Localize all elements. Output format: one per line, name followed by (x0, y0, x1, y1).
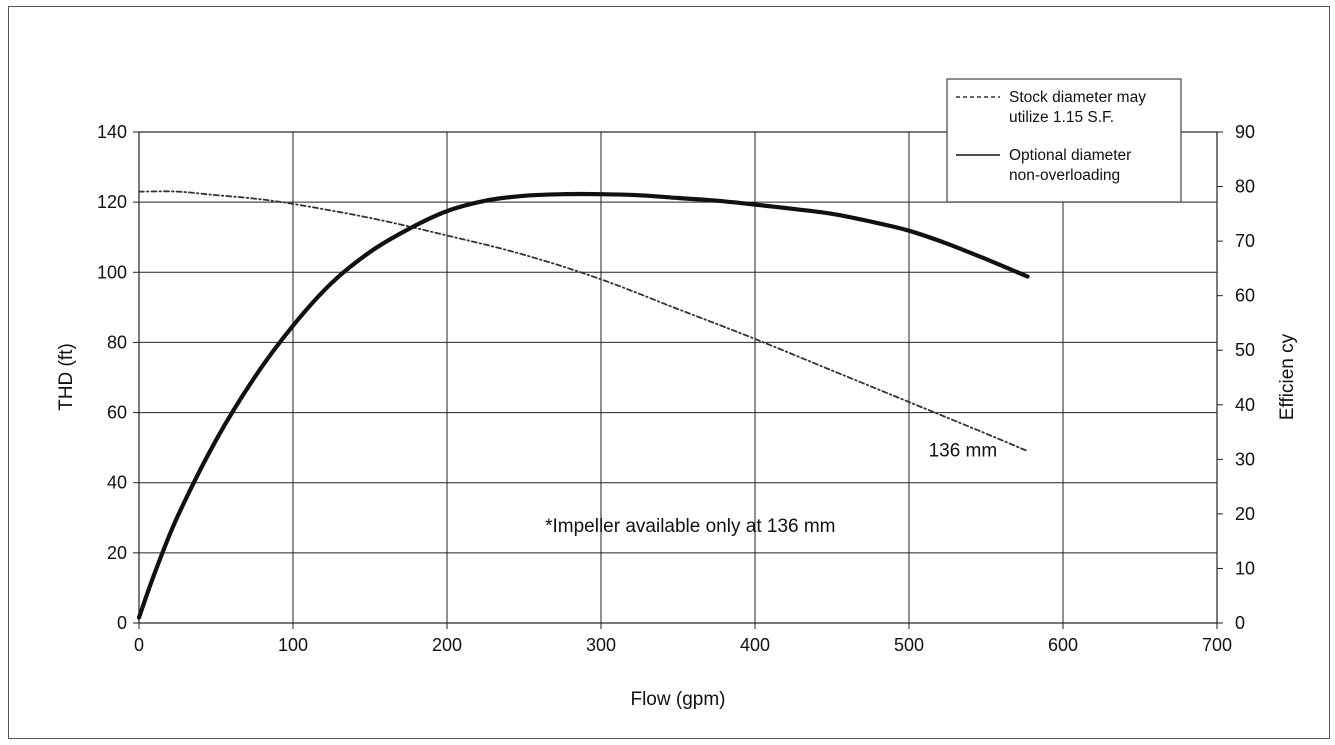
y-tick-label: 0 (117, 613, 127, 633)
y2-tick-label: 10 (1235, 558, 1255, 578)
y-tick-label: 80 (107, 332, 127, 352)
x-tick-label: 0 (134, 635, 144, 655)
y2-tick-label: 60 (1235, 286, 1255, 306)
y2-tick-label: 40 (1235, 395, 1255, 415)
series-line-optional-diameter (136, 191, 1030, 620)
y-tick-label: 60 (107, 403, 127, 423)
y-axis-label: THD (ft) (56, 343, 77, 411)
grid-lines (139, 131, 1217, 623)
series-line-stock-diameter (138, 190, 1029, 452)
plot-border (138, 131, 1218, 624)
y2-tick-label: 80 (1235, 177, 1255, 197)
y2-tick-label: 0 (1235, 613, 1245, 633)
legend-label-stock-line1: Stock diameter may (1009, 89, 1146, 106)
y2-tick-label: 20 (1235, 504, 1255, 524)
y2-tick-label: 30 (1235, 449, 1255, 469)
x-tick-label: 700 (1202, 635, 1232, 655)
annotation-diameter: 136 mm (929, 440, 998, 461)
x-tick-label: 600 (1048, 635, 1078, 655)
tick-labels: 0 100 200 300 400 500 600 700020406080100120140… (97, 122, 1255, 655)
x-axis-label: Flow (gpm) (630, 689, 725, 710)
y2-tick-label: 90 (1235, 122, 1255, 142)
y-tick-label: 100 (97, 262, 127, 282)
chart-frame (8, 6, 1330, 739)
legend-label-optional-line1: Optional diameter (1009, 147, 1131, 164)
y2-tick-label: 50 (1235, 340, 1255, 360)
legend-box (946, 78, 1182, 203)
x-tick-label: 500 (894, 635, 924, 655)
x-tick-label: 300 (586, 635, 616, 655)
series-group (136, 190, 1030, 620)
legend-label-optional-line2: non-overloading (1009, 167, 1120, 184)
legend-label-stock-line2: utilize 1.15 S.F. (1009, 109, 1114, 126)
annotation-impeller-note: *Impeller available only at 136 mm (545, 516, 835, 537)
y2-axis-label: Efficien cy (1277, 333, 1298, 420)
plot-area-border (138, 131, 1218, 624)
x-tick-label: 400 (740, 635, 770, 655)
y-tick-label: 20 (107, 543, 127, 563)
y-tick-label: 120 (97, 192, 127, 212)
y-tick-label: 140 (97, 122, 127, 142)
x-tick-label: 200 (432, 635, 462, 655)
y2-tick-label: 70 (1235, 231, 1255, 251)
x-tick-label: 100 (278, 635, 308, 655)
y-tick-label: 40 (107, 473, 127, 493)
legend: Stock diameter may utilize 1.15 S.F. Opt… (946, 78, 1182, 203)
